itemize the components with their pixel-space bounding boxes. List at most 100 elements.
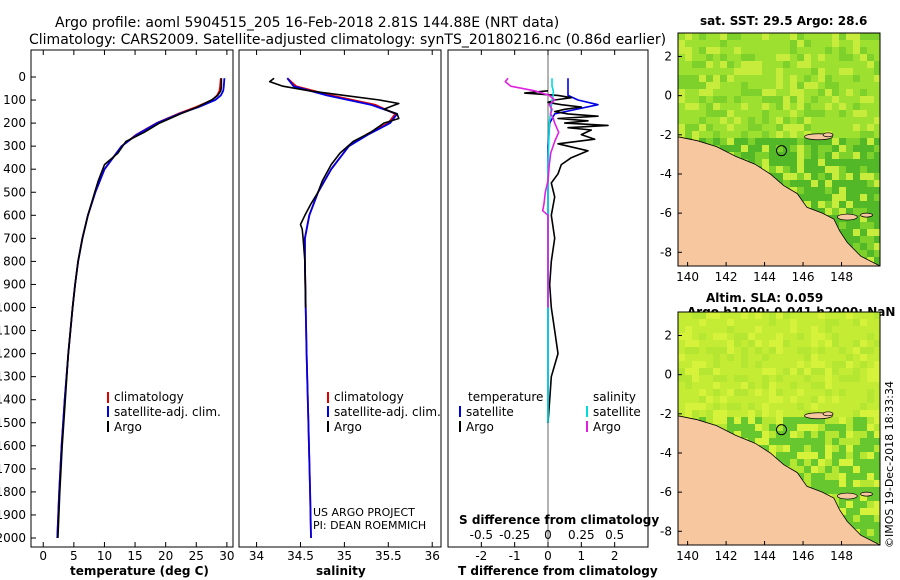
map-cell [825, 180, 832, 187]
temperature-x-label: 15 [127, 549, 142, 563]
map-cell [720, 340, 727, 347]
map-cell [706, 340, 713, 347]
map-cell [874, 389, 880, 396]
map-cell [790, 180, 797, 187]
map-cell [727, 417, 734, 424]
map-cell [867, 201, 874, 208]
map-cell [853, 82, 860, 89]
map-cell [790, 33, 797, 40]
map-cell [755, 431, 762, 438]
temperature-panel: 0100200300400500600700800900100011001200… [0, 49, 235, 578]
map-cell [825, 354, 832, 361]
map-cell [846, 473, 853, 480]
map-cell [839, 138, 846, 145]
difference-x-label: 2 [611, 549, 619, 563]
map-cell [769, 152, 776, 159]
difference-line-1 [523, 90, 609, 423]
map-cell [741, 124, 748, 131]
map-cell [790, 117, 797, 124]
map-cell [727, 61, 734, 68]
depth-tick-label: 1100 [0, 324, 26, 338]
map-cell [678, 319, 685, 326]
map-cell [776, 417, 783, 424]
map-cell [699, 68, 706, 75]
map-y-tick-label: 2 [664, 49, 672, 63]
map-cell [818, 61, 825, 68]
difference-legend: temperature salinity satellite Argo sate… [459, 390, 641, 434]
map-cell [811, 347, 818, 354]
map-cell [713, 347, 720, 354]
map-cell [832, 75, 839, 82]
map-cell [874, 354, 880, 361]
map-cell [762, 375, 769, 382]
map-cell [790, 410, 797, 417]
map-cell [734, 61, 741, 68]
map-cell [825, 396, 832, 403]
map-cell [776, 40, 783, 47]
map-cell [832, 103, 839, 110]
map-cell [825, 40, 832, 47]
map-cell [832, 61, 839, 68]
map-cell [790, 173, 797, 180]
map-cell [818, 117, 825, 124]
map-cell [762, 152, 769, 159]
map-cell [853, 368, 860, 375]
map-cell [846, 340, 853, 347]
map-cell [825, 117, 832, 124]
map-cell [755, 89, 762, 96]
map-cell [713, 110, 720, 117]
map-cell [846, 180, 853, 187]
map-cell [853, 180, 860, 187]
map-cell [769, 340, 776, 347]
map-cell [839, 117, 846, 124]
map-cell [811, 117, 818, 124]
map-cell [860, 382, 867, 389]
map-cell [832, 201, 839, 208]
map-cell [825, 445, 832, 452]
map-cell [811, 159, 818, 166]
map-x-tick-label: 142 [715, 549, 738, 563]
map-cell [825, 166, 832, 173]
map-cell [839, 326, 846, 333]
map-cell [811, 424, 818, 431]
map-y-tick-label: -4 [660, 167, 672, 181]
map-cell [734, 424, 741, 431]
map-cell [839, 452, 846, 459]
map-cell [860, 152, 867, 159]
difference-line-3 [504, 77, 560, 308]
map-cell [783, 333, 790, 340]
map-cell [874, 522, 880, 529]
map-cell [720, 117, 727, 124]
map-cell [867, 312, 874, 319]
map-cell [699, 82, 706, 89]
map-cell [818, 312, 825, 319]
map-cell [846, 222, 853, 229]
map-cell [727, 145, 734, 152]
map-cell [832, 159, 839, 166]
map-cell [811, 431, 818, 438]
map-cell [811, 473, 818, 480]
map-cell [685, 340, 692, 347]
map-cell [699, 361, 706, 368]
map-cell [734, 110, 741, 117]
map-cell [706, 82, 713, 89]
map-cell [839, 208, 846, 215]
map-cell [874, 82, 880, 89]
map-cell [797, 187, 804, 194]
map-cell [734, 354, 741, 361]
map-cell [832, 466, 839, 473]
map-cell [860, 54, 867, 61]
map-cell [832, 138, 839, 145]
map-cell [769, 68, 776, 75]
map-cell [755, 47, 762, 54]
map-cell [832, 208, 839, 215]
map-cell [748, 347, 755, 354]
map-cell [860, 89, 867, 96]
difference-x-ticks: -2 -1 0 1 2 [475, 50, 618, 563]
map-cell [874, 508, 880, 515]
map-cell [797, 354, 804, 361]
map-cell [790, 61, 797, 68]
map-cell [762, 396, 769, 403]
map-cell [867, 250, 874, 257]
map-cell [832, 396, 839, 403]
